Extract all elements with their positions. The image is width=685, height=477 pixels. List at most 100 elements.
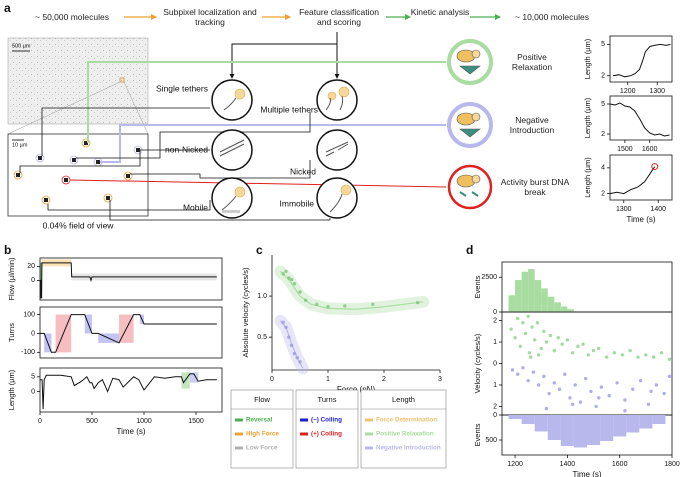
data-point <box>527 351 532 355</box>
data-point <box>623 409 627 413</box>
histogram-bar <box>639 415 653 429</box>
y-tick-label: 2 <box>601 73 605 80</box>
data-point <box>612 351 617 355</box>
legend-label: Negative Introduction <box>376 445 441 452</box>
y-tick-label: 2 <box>493 403 497 410</box>
legend-label: High Force <box>246 431 279 438</box>
data-point <box>284 269 288 274</box>
data-point <box>667 374 672 379</box>
x-tick-label: 1300 <box>649 88 665 95</box>
y-axis-label: Length (µm) <box>583 157 592 198</box>
data-point <box>646 402 651 406</box>
connector <box>109 200 331 221</box>
histogram-bar <box>534 415 548 432</box>
data-point <box>649 389 653 394</box>
data-point <box>303 298 308 302</box>
legend-label: (+) Coiling <box>311 431 342 438</box>
y-axis-label: Flow (µl/min) <box>7 257 16 301</box>
y-tick-label: 0 <box>31 330 35 337</box>
data-point <box>552 348 557 353</box>
histogram-bar <box>626 415 640 433</box>
data-point <box>563 372 567 376</box>
data-point <box>509 327 513 331</box>
legend-label: Force Determination <box>376 417 437 424</box>
data-line <box>612 43 671 78</box>
legend-title: Turns <box>318 395 337 404</box>
y-tick-label: 2 <box>601 190 605 197</box>
histogram-bar <box>567 309 574 312</box>
data-point <box>284 325 288 329</box>
x-tick-label: 1600 <box>612 461 628 468</box>
outcome-circle <box>447 164 493 210</box>
histogram-bar <box>528 268 535 312</box>
scale-bar-label: 500 µm <box>12 43 31 49</box>
plot-frame <box>609 95 673 141</box>
legend-label: (−) Coiling <box>311 417 342 424</box>
y-tick-label: 0.5 <box>257 334 267 341</box>
outcome-label: Activity burst DNA break <box>500 177 570 197</box>
data-point <box>662 391 666 396</box>
plot-frame <box>39 257 223 301</box>
data-point <box>568 396 572 400</box>
x-tick-label: 0 <box>38 418 42 425</box>
plot-frame <box>39 306 223 359</box>
data-line <box>609 166 656 195</box>
data-point <box>557 387 562 391</box>
data-line <box>40 373 217 410</box>
data-point <box>594 404 598 409</box>
histogram-bar <box>600 415 614 441</box>
data-point <box>529 355 533 359</box>
data-point <box>556 336 560 340</box>
data-point <box>651 355 656 359</box>
class-label: non-Nicked <box>165 144 208 154</box>
data-point <box>604 355 609 359</box>
plot-frame <box>501 311 673 416</box>
fit-band <box>274 265 430 316</box>
legend-box <box>295 389 359 469</box>
x-axis-label: Force (pN) <box>337 385 376 394</box>
histogram-bar <box>573 415 587 448</box>
data-point <box>581 342 585 346</box>
x-tick-label: 1300 <box>616 206 632 213</box>
histogram-bar <box>547 296 555 312</box>
data-point <box>292 282 297 286</box>
data-point <box>521 321 525 325</box>
connector <box>19 149 210 173</box>
connector <box>41 107 210 156</box>
data-point <box>620 353 625 357</box>
data-point <box>591 348 596 353</box>
outcome-circle <box>447 39 493 85</box>
highlight-marker <box>651 163 659 171</box>
y-tick-label: 0 <box>493 309 497 316</box>
data-point <box>552 381 557 385</box>
y-tick-label: 1.0 <box>257 293 267 300</box>
data-point <box>281 272 285 276</box>
data-point <box>295 355 299 360</box>
data-point <box>289 277 294 282</box>
plot-frame <box>609 154 673 201</box>
y-axis-label: Velocity (cycles/s) <box>473 333 482 393</box>
data-point <box>623 398 627 402</box>
panel-label: a <box>4 1 11 15</box>
x-tick-label: 1400 <box>650 206 666 213</box>
x-tick-label: 1000 <box>136 418 152 425</box>
class-label: Single tethers <box>156 83 208 93</box>
y-tick-label: 20 <box>27 263 35 270</box>
data-point <box>298 290 302 294</box>
histogram-bar <box>587 415 601 445</box>
data-point <box>542 374 546 379</box>
y-tick-label: 1 <box>493 339 497 346</box>
data-line <box>40 314 217 353</box>
legend-label: Low Force <box>246 445 278 452</box>
class-label: Nicked <box>290 166 316 176</box>
legend-label: Positive Relaxation <box>376 431 434 438</box>
data-point <box>530 325 534 329</box>
data-point <box>599 385 604 389</box>
legend-title: Length <box>392 395 415 404</box>
histogram-bar <box>652 415 666 424</box>
x-tick-label: 1200 <box>507 461 523 468</box>
legend-box <box>360 389 447 469</box>
data-point <box>628 348 632 353</box>
data-point <box>515 316 520 321</box>
